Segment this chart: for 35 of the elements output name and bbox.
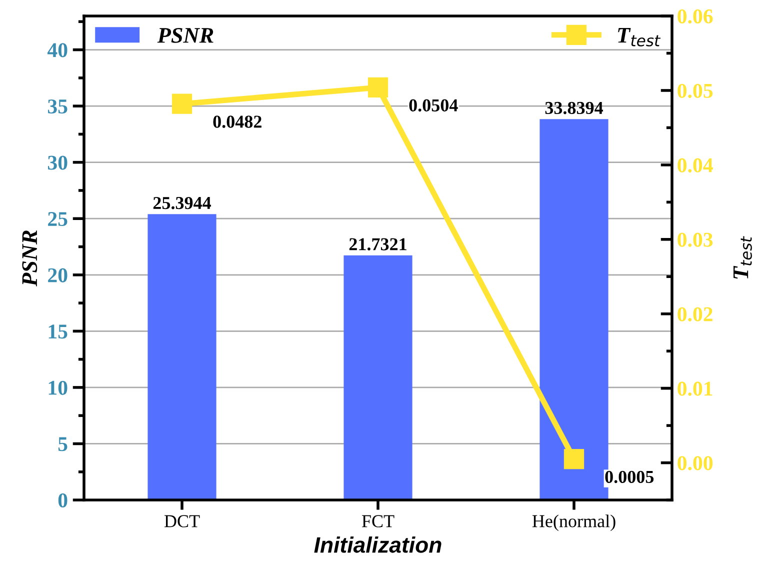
x-tick-label: He(normal) [532,514,616,531]
bar [148,214,216,500]
legend-label: T$_{test}$ [618,28,661,46]
y2-axis-title: T$_{test}$ [734,236,752,279]
x-tick-label: FCT [362,515,394,528]
y2-tick-label: 0.00 [678,456,713,470]
point [172,94,192,114]
data-label: 0.0504 [409,99,458,112]
y2-tick-label: 0.01 [678,382,712,396]
data-label: 0.0482 [213,116,262,128]
x-tick-label: DCT [164,515,200,528]
y-axis-title: PSNR [22,230,38,286]
bar [344,255,412,500]
y-tick-label: 35 [48,99,68,114]
y2-tick-label: 0.03 [678,232,713,247]
data-label: 21.7321 [349,238,406,250]
y-tick-label: 40 [47,43,68,58]
data-label: 33.8394 [545,102,604,114]
y-tick-label: 30 [48,156,68,170]
y2-tick-label: 0.04 [678,158,713,172]
x-axis-title: Initialization [314,536,442,553]
y2-tick-label: 0.06 [678,9,713,24]
point [368,77,388,98]
data-label: 25.3944 [153,196,212,210]
y-tick-label: 15 [48,324,68,339]
point [564,448,584,470]
y2-tick-label: 0.02 [678,307,712,322]
y-tick-label: 0 [58,493,68,508]
y-tick-label: 20 [48,268,68,282]
y-tick-label: 25 [48,212,68,226]
y-tick-label: 10 [48,380,68,395]
legend-label: PSNR [157,28,214,43]
y2-tick-label: 0.05 [678,84,713,98]
y-tick-label: 5 [58,437,68,452]
data-label: 0.0005 [605,470,654,484]
